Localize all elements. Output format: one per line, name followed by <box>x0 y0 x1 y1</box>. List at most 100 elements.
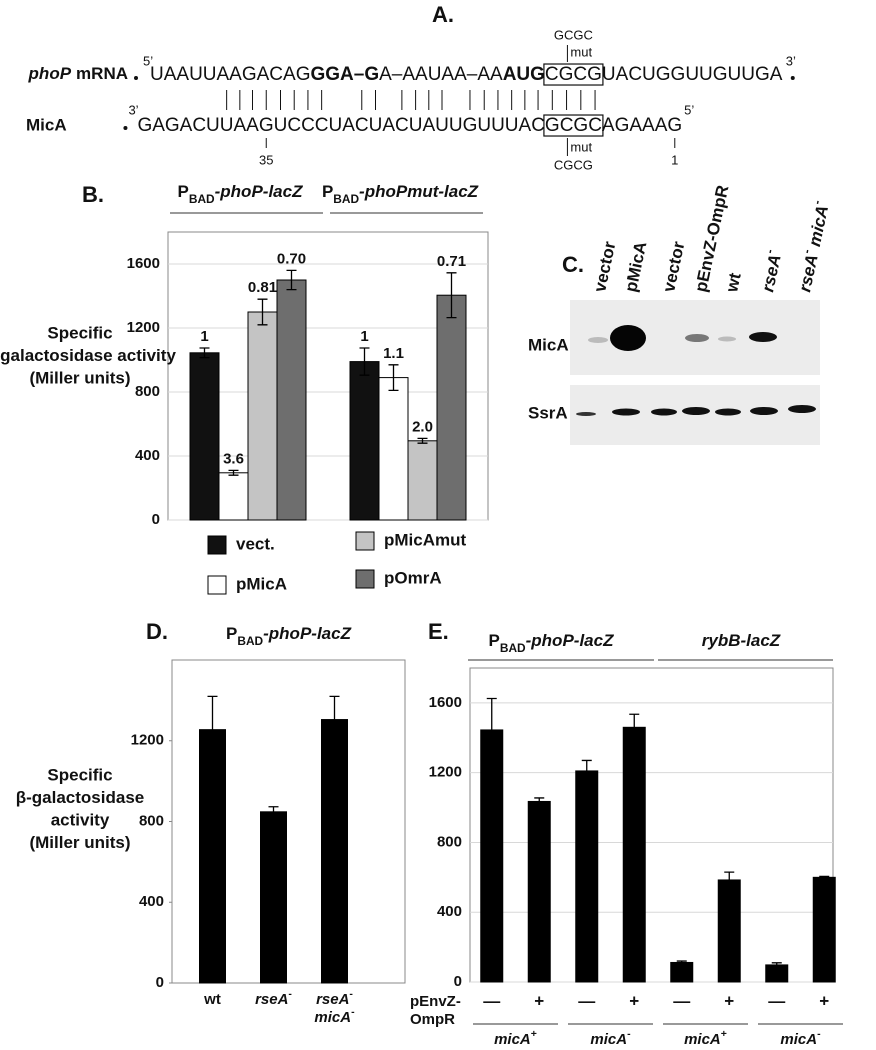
y-tick-label: 1200 <box>127 319 160 336</box>
group-label-part: micA <box>494 1031 531 1048</box>
lane-label-part: - <box>762 248 777 255</box>
y-tick-label: 1200 <box>429 764 462 781</box>
sequence-segment: GGA–G <box>310 64 379 85</box>
panel-label: E. <box>428 619 449 644</box>
error-bar <box>268 806 279 812</box>
error-bar <box>388 364 399 392</box>
blot-panel <box>570 385 820 445</box>
lane-label: vector <box>591 240 620 294</box>
row-label: pEnvZ- <box>410 993 461 1010</box>
fold-label: 1 <box>360 328 368 345</box>
x-tick-label: + <box>724 991 734 1010</box>
lane-label-part: - <box>799 248 814 255</box>
error-bar <box>286 269 297 291</box>
error-bar <box>819 875 830 878</box>
dot <box>790 76 795 80</box>
group-label-part: -phoP-lacZ <box>526 631 614 650</box>
row-label: MicA <box>26 115 67 134</box>
lane-label-part: rseA <box>759 253 785 294</box>
x-tick-label: + <box>629 991 639 1010</box>
lane-label: pMicA <box>622 240 651 294</box>
bar <box>199 729 226 984</box>
band <box>610 325 646 351</box>
bar <box>575 770 599 983</box>
error-bar <box>199 347 210 359</box>
end-label: 3’ <box>786 53 796 68</box>
band <box>788 405 816 413</box>
lane-label-part: - <box>810 199 825 206</box>
legend-label: pOmrA <box>384 568 442 587</box>
chart-title-part: P <box>226 624 237 643</box>
blot <box>570 300 820 445</box>
group-label-part: micA <box>590 1031 627 1048</box>
y-axis-label: activity <box>51 810 110 829</box>
group-label: micA- <box>780 1028 821 1048</box>
x-tick-label: wt <box>203 991 221 1008</box>
legend-label: pMicA <box>236 574 287 593</box>
x-tick-label-part: wt <box>203 991 221 1008</box>
error-bar <box>629 713 640 728</box>
bar <box>260 811 287 984</box>
y-tick-label: 0 <box>152 511 160 528</box>
bar <box>765 964 789 983</box>
group-label-part: P <box>178 182 189 201</box>
chart-title: PBAD-phoP-lacZ <box>226 624 352 648</box>
x-tick-label-part: rseA <box>316 991 349 1008</box>
group-label-part: BAD <box>333 192 359 206</box>
row-label: OmpR <box>410 1011 455 1028</box>
band <box>749 332 777 342</box>
legend-swatch <box>207 575 227 595</box>
group-label-part: -phoPmut-lacZ <box>359 182 479 201</box>
x-tick-label-part: - <box>349 988 353 1000</box>
box <box>543 114 604 137</box>
group-label-part: + <box>531 1028 537 1040</box>
error-bar <box>257 298 268 326</box>
annotation: 35 <box>259 152 273 167</box>
fold-label: 1 <box>200 328 208 345</box>
band <box>685 334 709 342</box>
annotation: GCGC <box>554 27 593 42</box>
lane-label-part: vector <box>660 240 689 294</box>
group-label-part: micA <box>780 1031 817 1048</box>
plot-frame <box>469 667 834 983</box>
dot <box>123 126 128 130</box>
x-tick-label: — <box>578 991 595 1010</box>
band <box>715 408 741 416</box>
row-label: phoP mRNA <box>28 64 128 83</box>
group-label-part: + <box>721 1028 727 1040</box>
y-axis-label: β-galactosidase <box>16 788 144 807</box>
sequence-segment: UACUGGUUGUUGA <box>602 64 783 85</box>
band <box>750 407 778 415</box>
y-tick-label: 0 <box>156 974 164 991</box>
sequence: UAAUUAAGACAGGGA–GA–AAUAA–AAAUGCGCGUACUGG… <box>150 64 783 85</box>
lane-label: rseA- micA- <box>791 199 833 294</box>
group-label-part: micA <box>684 1031 721 1048</box>
fold-label: 0.70 <box>277 250 306 267</box>
bar <box>480 729 504 983</box>
group-label: rybB-lacZ <box>702 631 781 650</box>
row-label-part: phoP <box>28 64 72 83</box>
legend-swatch <box>207 535 227 555</box>
x-tick-label: + <box>819 991 829 1010</box>
band <box>576 412 596 416</box>
bar <box>349 361 380 521</box>
error-bar <box>359 347 370 376</box>
row-label: SsrA <box>528 403 568 422</box>
panel-label: C. <box>562 252 584 277</box>
bar <box>812 876 836 983</box>
fold-label: 2.0 <box>412 418 433 435</box>
group-label-part: P <box>489 631 500 650</box>
lane-label-part: rseA <box>796 253 822 294</box>
x-tick-label-part: - <box>288 988 292 1000</box>
y-axis-label: Specific <box>47 323 112 342</box>
y-tick-label: 400 <box>437 903 462 920</box>
sequence-segment: A–AAUAA–AA <box>379 64 503 85</box>
error-bar <box>534 797 545 802</box>
x-tick-label: — <box>483 991 500 1010</box>
group-label: micA- <box>590 1028 631 1048</box>
x-tick-label: — <box>768 991 785 1010</box>
error-bar <box>676 960 687 963</box>
error-bar <box>724 871 735 880</box>
fold-label: 1.1 <box>383 345 404 362</box>
